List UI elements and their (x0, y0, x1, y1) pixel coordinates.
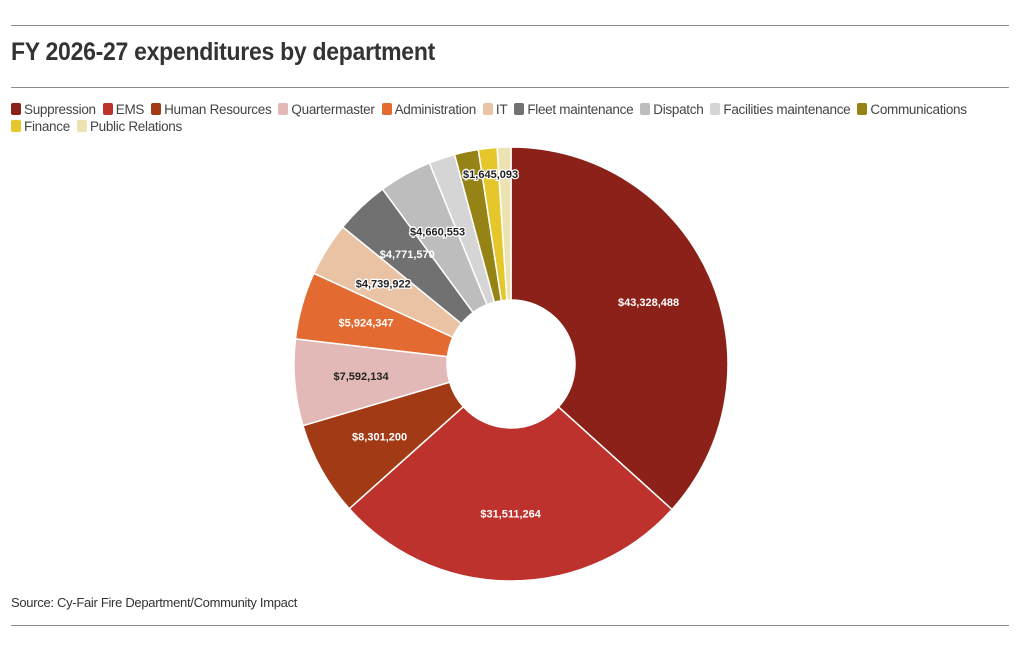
data-label-it: $4,739,922 (356, 278, 411, 290)
data-label-human-resources: $8,301,200 (352, 431, 407, 443)
bottom-rule (11, 625, 1009, 626)
legend-swatch (11, 103, 21, 115)
data-label-fleet-maintenance: $4,771,570 (380, 249, 435, 261)
legend-item-finance[interactable]: Finance (11, 118, 70, 134)
data-label-administration: $5,924,347 (339, 317, 394, 329)
slice-suppression[interactable] (510, 146, 729, 511)
legend-label: Communications (870, 101, 967, 117)
chart-title: FY 2026-27 expenditures by department (11, 38, 435, 66)
legend-label: EMS (115, 101, 145, 117)
legend-item-administration[interactable]: Administration (381, 101, 477, 117)
legend-item-it[interactable]: IT (482, 101, 508, 117)
legend-swatch (76, 120, 87, 132)
legend-item-facilities-maintenance[interactable]: Facilities maintenance (710, 101, 851, 117)
legend-swatch (278, 103, 289, 115)
data-label-suppression: $43,328,488 (618, 297, 679, 309)
legend-label: Finance (24, 118, 70, 134)
legend-item-ems[interactable]: EMS (102, 101, 145, 117)
chart-legend: Suppression EMS Human Resources Quartermast… (11, 101, 1011, 134)
legend-swatch (640, 103, 651, 115)
legend-item-suppression[interactable]: Suppression (11, 101, 96, 117)
legend-swatch (857, 103, 868, 115)
legend-label: Facilities maintenance (723, 101, 851, 117)
top-rule (11, 25, 1009, 26)
legend-item-public-relations[interactable]: Public Relations (76, 118, 182, 134)
legend-item-dispatch[interactable]: Dispatch (640, 101, 704, 117)
legend-item-fleet-maintenance[interactable]: Fleet maintenance (514, 101, 634, 117)
legend-swatch (151, 103, 162, 115)
data-label-ems: $31,511,264 (480, 508, 541, 520)
legend-label: Fleet maintenance (527, 101, 634, 117)
data-label-quartermaster: $7,592,134 (334, 371, 390, 383)
donut-slices (293, 146, 729, 582)
legend-swatch (381, 103, 392, 115)
legend-label: Quartermaster (291, 101, 375, 117)
legend-swatch (11, 120, 21, 132)
legend-label: Public Relations (89, 118, 182, 134)
title-rule (11, 87, 1009, 88)
legend-item-communications[interactable]: Communications (857, 101, 967, 117)
legend-label: IT (495, 101, 508, 117)
legend-label: Suppression (24, 101, 96, 117)
legend-item-quartermaster[interactable]: Quartermaster (278, 101, 375, 117)
legend-item-human-resources[interactable]: Human Resources (151, 101, 272, 117)
legend-label: Dispatch (653, 101, 704, 117)
legend-swatch (710, 103, 721, 115)
data-labels: $43,328,488 $31,511,264 $8,301,200 $7,592,1… (334, 168, 680, 521)
legend-swatch (514, 103, 525, 115)
source-note: Source: Cy-Fair Fire Department/Communit… (11, 595, 298, 610)
data-label-finance: $1,645,093 (463, 169, 518, 181)
slice-public-relations[interactable] (496, 146, 512, 301)
data-label-dispatch: $4,660,553 (410, 227, 465, 239)
legend-label: Administration (394, 101, 477, 117)
legend-swatch (102, 103, 113, 115)
legend-swatch (482, 103, 493, 115)
legend-label: Human Resources (164, 101, 272, 117)
slice-ems[interactable] (348, 405, 674, 582)
